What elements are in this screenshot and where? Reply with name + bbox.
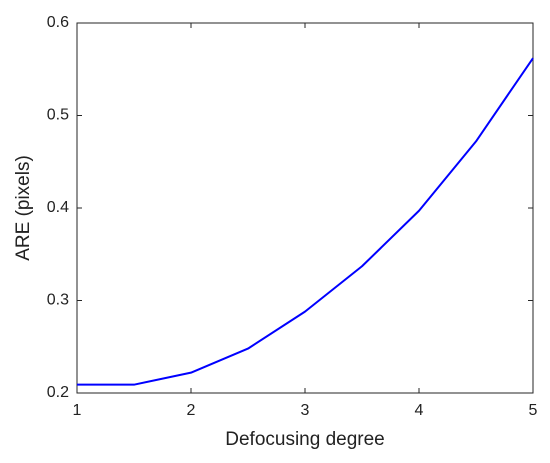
x-tick-label: 1 xyxy=(73,402,82,419)
plot-frame xyxy=(76,22,534,394)
y-tick-label: 0.5 xyxy=(47,107,69,124)
line xyxy=(77,57,534,386)
y-tick-label: 0.6 xyxy=(47,14,69,31)
x-tick-label: 2 xyxy=(187,402,196,419)
y-tick-label: 0.2 xyxy=(47,384,69,401)
y-tick-label: 0.3 xyxy=(47,292,69,309)
y-axis-label: ARE (pixels) xyxy=(13,155,34,261)
x-tick-label: 5 xyxy=(529,402,538,419)
x-tick-label: 3 xyxy=(301,402,310,419)
y-tick-label: 0.4 xyxy=(47,199,69,216)
x-axis-label: Defocusing degree xyxy=(225,429,385,450)
x-tick-label: 4 xyxy=(415,402,424,419)
